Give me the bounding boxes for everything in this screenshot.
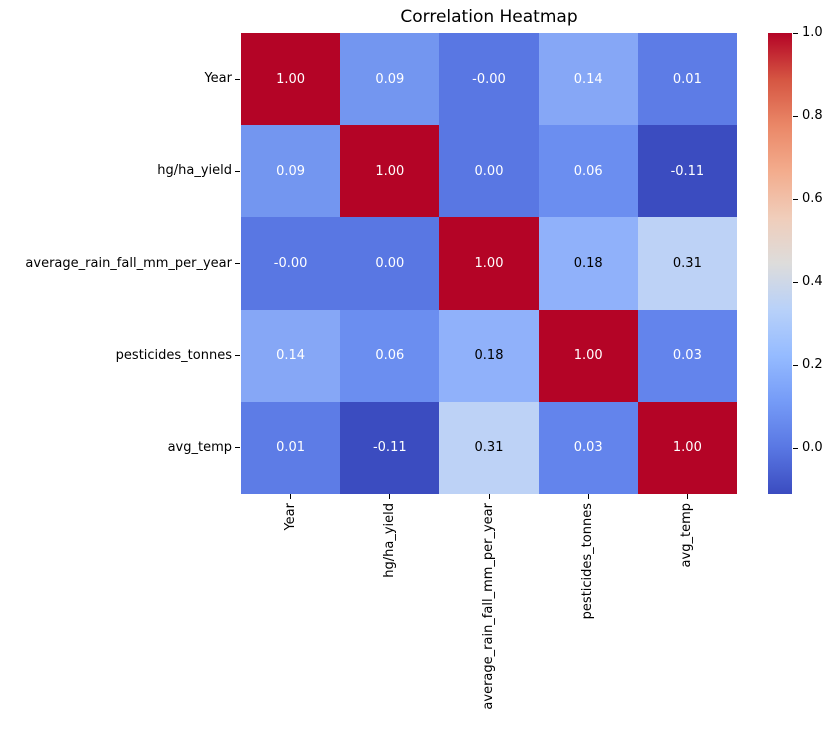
x-tick-label: average_rain_fall_mm_per_year [481, 503, 496, 710]
cell-value: -0.00 [273, 255, 308, 271]
cell-value: 0.18 [474, 348, 504, 364]
cell-value: 1.00 [672, 440, 702, 456]
colorbar-tick-mark [793, 115, 798, 117]
colorbar-tick-mark [793, 198, 798, 200]
heatmap-cell: 0.01 [241, 401, 341, 494]
heatmap-cell: -0.11 [340, 401, 440, 494]
heatmap-cell: 0.03 [538, 401, 638, 494]
colorbar-tick-mark [793, 281, 798, 283]
colorbar-tick-label: 0.6 [802, 191, 823, 207]
x-tick-mark [290, 494, 292, 499]
heatmap-cell: 0.03 [637, 309, 737, 402]
colorbar-tick-label: 0.2 [802, 357, 823, 373]
x-tick-label: hg/ha_yield [381, 503, 397, 578]
heatmap-cell: 0.14 [538, 33, 638, 126]
heatmap-cell: 0.18 [439, 309, 539, 402]
heatmap-cell: -0.11 [637, 125, 737, 218]
y-tick-mark [235, 447, 240, 449]
heatmap-cell: 0.00 [340, 217, 440, 310]
colorbar-tick-label: 0.0 [802, 440, 823, 456]
heatmap-cell: -0.00 [241, 217, 341, 310]
heatmap-cell: 0.06 [538, 125, 638, 218]
colorbar-tick-mark [793, 447, 798, 449]
y-tick-mark [235, 263, 240, 264]
cell-value: 0.14 [573, 71, 603, 87]
chart-title: Correlation Heatmap [400, 7, 578, 27]
colorbar-tick-mark [793, 364, 798, 366]
heatmap-grid: 1.00 0.09 -0.00 0.14 0.01 0.09 1.00 0.00 0.06 -0.… [241, 33, 737, 494]
x-tick-mark [389, 494, 391, 499]
cell-value: 0.00 [375, 255, 405, 271]
x-tick-mark [488, 494, 490, 499]
heatmap-cell: 0.00 [439, 125, 539, 218]
cell-value: 0.09 [375, 71, 405, 87]
heatmap-cell: 0.09 [340, 33, 440, 126]
colorbar-tick-mark [793, 32, 798, 34]
x-tick-mark [587, 494, 589, 499]
cell-value: 0.03 [573, 440, 603, 456]
heatmap-cell: 0.31 [439, 401, 539, 494]
colorbar-tick-label: 1.0 [802, 25, 823, 40]
heatmap-cell: -0.00 [439, 33, 539, 126]
x-tick-label: pesticides_tonnes [580, 503, 596, 620]
cell-value: 0.06 [375, 348, 405, 364]
cell-value: -0.11 [372, 440, 407, 456]
cell-value: 1.00 [573, 348, 603, 364]
cell-value: 0.01 [672, 71, 702, 87]
heatmap-cell: 0.06 [340, 309, 440, 402]
cell-value: 0.09 [276, 163, 306, 179]
cell-value: 0.31 [474, 440, 504, 456]
cell-value: 0.03 [672, 348, 702, 364]
heatmap-cell: 0.14 [241, 309, 341, 402]
cell-value: 1.00 [474, 255, 504, 271]
colorbar-tick-label: 0.4 [802, 274, 823, 290]
cell-value: -0.00 [472, 71, 506, 87]
x-tick-label: Year [282, 503, 298, 531]
cell-value: 0.06 [573, 163, 603, 179]
heatmap-cell: 0.31 [637, 217, 737, 310]
heatmap-cell: 0.09 [241, 125, 341, 218]
cell-value: 0.01 [276, 440, 306, 456]
heatmap-cell: 0.18 [538, 217, 638, 310]
heatmap-cell: 1.00 [637, 401, 737, 494]
cell-value: 0.14 [276, 348, 306, 364]
x-tick-mark [686, 494, 688, 499]
y-tick-label: Year [204, 71, 232, 87]
cell-value: 0.18 [573, 255, 603, 271]
heatmap-cell: 1.00 [439, 217, 539, 310]
heatmap-cell: 1.00 [340, 125, 440, 218]
x-tick-label: avg_temp [679, 503, 695, 568]
heatmap-cell: 1.00 [241, 33, 341, 126]
y-tick-label: avg_temp [167, 439, 232, 455]
heatmap-cell: 0.01 [637, 33, 737, 126]
heatmap-cell: 1.00 [538, 309, 638, 402]
colorbar-gradient [768, 33, 792, 494]
cell-value: 0.31 [672, 255, 702, 271]
y-tick-label: hg/ha_yield [157, 163, 232, 179]
cell-value: 0.00 [474, 163, 504, 179]
y-tick-mark [235, 355, 240, 357]
y-tick-label: average_rain_fall_mm_per_year [25, 255, 232, 271]
cell-value: -0.11 [670, 163, 705, 179]
y-tick-mark [235, 78, 240, 80]
colorbar-tick-label: 0.8 [802, 108, 823, 124]
cell-value: 1.00 [276, 71, 306, 87]
cell-value: 1.00 [375, 163, 405, 179]
y-tick-label: pesticides_tonnes [115, 347, 232, 363]
y-tick-mark [235, 170, 240, 172]
